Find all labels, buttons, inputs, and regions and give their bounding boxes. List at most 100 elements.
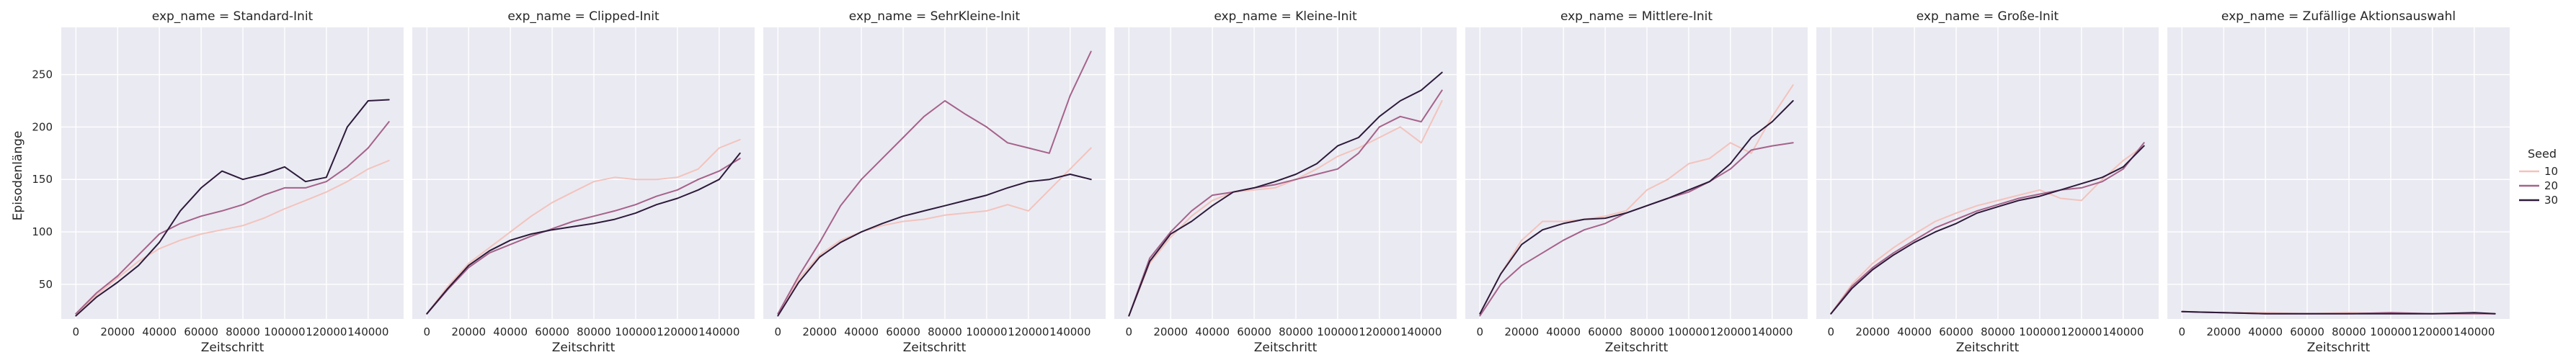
x-axis-label: Zeitschritt [1254,341,1318,355]
x-tick-label: 120000 [2412,325,2453,338]
panel-background [763,27,1106,319]
y-tick-label: 200 [32,120,53,133]
x-tick-label: 120000 [1008,325,1049,338]
x-tick-label: 140000 [2453,325,2495,338]
panel-background [412,27,755,319]
x-tick-label: 140000 [1049,325,1091,338]
y-axis-label: Episodenlänge [11,131,25,221]
x-tick-label: 60000 [886,325,920,338]
x-tick-label: 100000 [2019,325,2060,338]
facet-title: exp_name = Mittlere-Init [1560,9,1713,24]
x-tick-label: 60000 [2290,325,2324,338]
series-line-seed-10 [1128,100,1443,317]
series-line-seed-20 [75,121,390,315]
facet-title: exp_name = Kleine-Init [1214,9,1357,24]
series-line-seed-30 [777,174,1092,317]
x-tick-label: 100000 [2370,325,2411,338]
series-line-seed-10 [1830,145,2145,315]
series-line-seed-30 [2181,310,2496,315]
panel-background [2167,27,2510,319]
x-tick-label: 60000 [184,325,218,338]
facet-title: exp_name = SehrKleine-Init [849,9,1021,24]
x-tick-label: 20000 [100,325,135,338]
x-tick-label: 140000 [1751,325,1793,338]
x-tick-label: 20000 [1153,325,1188,338]
x-tick-label: 40000 [1546,325,1581,338]
x-tick-label: 80000 [1981,325,2015,338]
facet-title: exp_name = Zufällige Aktionsauswahl [2221,9,2456,24]
x-tick-label: 80000 [2332,325,2366,338]
series-line-seed-30 [1128,71,1443,317]
series-line-seed-10 [75,160,390,315]
x-axis-label: Zeitschritt [903,341,967,355]
x-tick-label: 60000 [1237,325,1271,338]
x-tick-label: 100000 [615,325,656,338]
facet-title: exp_name = Große-Init [1917,9,2059,24]
x-tick-label: 0 [1828,325,1835,338]
x-axis-label: Zeitschritt [1956,341,2020,355]
y-tick-label: 50 [39,278,53,291]
x-axis-label: Zeitschritt [552,341,616,355]
panel-background [1816,27,2159,319]
x-tick-label: 60000 [535,325,569,338]
x-tick-label: 20000 [1504,325,1539,338]
x-tick-label: 120000 [657,325,698,338]
x-tick-label: 100000 [966,325,1007,338]
series-line-seed-30 [75,99,390,317]
y-tick-label: 100 [32,225,53,238]
x-tick-label: 20000 [1855,325,1890,338]
legend-title: Seed [2528,147,2557,161]
x-tick-label: 120000 [2061,325,2102,338]
y-tick-label: 250 [32,68,53,81]
x-tick-label: 20000 [2206,325,2241,338]
x-tick-label: 120000 [1710,325,1751,338]
x-tick-label: 0 [424,325,431,338]
x-tick-label: 0 [2179,325,2186,338]
legend-label: 20 [2544,179,2558,192]
x-tick-label: 20000 [802,325,837,338]
x-tick-label: 0 [73,325,80,338]
facet-panel: exp_name = Mittlere-Init 0 20000 40000 60000… [1465,9,1808,355]
facet-title: exp_name = Standard-Init [152,9,314,24]
series-line-seed-20 [1128,89,1443,317]
legend-label: 10 [2544,165,2558,178]
x-tick-label: 140000 [2102,325,2144,338]
series-line-seed-20 [777,50,1092,315]
x-axis-label: Zeitschritt [201,341,265,355]
panel-background [1465,27,1808,319]
x-tick-label: 80000 [1279,325,1313,338]
x-tick-label: 120000 [306,325,347,338]
x-tick-label: 140000 [347,325,388,338]
x-tick-label: 80000 [1630,325,1664,338]
legend-label: 30 [2544,194,2558,207]
x-tick-label: 0 [1126,325,1133,338]
x-tick-label: 120000 [1359,325,1400,338]
facet-panel: exp_name = SehrKleine-Init 0 20000 40000 600… [763,9,1106,355]
series-line-seed-30 [426,152,741,315]
x-tick-label: 0 [1477,325,1484,338]
x-tick-label: 140000 [1400,325,1442,338]
facet-panel: exp_name = Große-Init 0 20000 40000 60000 800… [1816,9,2159,355]
x-axis-label: Zeitschritt [1605,341,1669,355]
series-line-seed-10 [1479,84,1794,315]
x-tick-label: 40000 [1195,325,1230,338]
x-tick-label: 40000 [844,325,879,338]
x-tick-label: 40000 [1897,325,1932,338]
series-line-seed-10 [426,138,741,315]
x-tick-label: 60000 [1588,325,1622,338]
series-line-seed-10 [777,147,1092,315]
x-tick-label: 40000 [2248,325,2283,338]
facet-panel: exp_name = Kleine-Init 0 20000 40000 60000 80… [1114,9,1457,355]
x-axis-label: Zeitschritt [2307,341,2371,355]
x-tick-label: 60000 [1939,325,1973,338]
x-tick-label: 0 [775,325,782,338]
x-tick-label: 100000 [264,325,305,338]
series-line-seed-20 [426,158,741,315]
x-tick-label: 40000 [142,325,177,338]
series-line-seed-30 [1830,145,2145,315]
x-tick-label: 80000 [928,325,962,338]
series-line-seed-30 [1479,100,1794,315]
